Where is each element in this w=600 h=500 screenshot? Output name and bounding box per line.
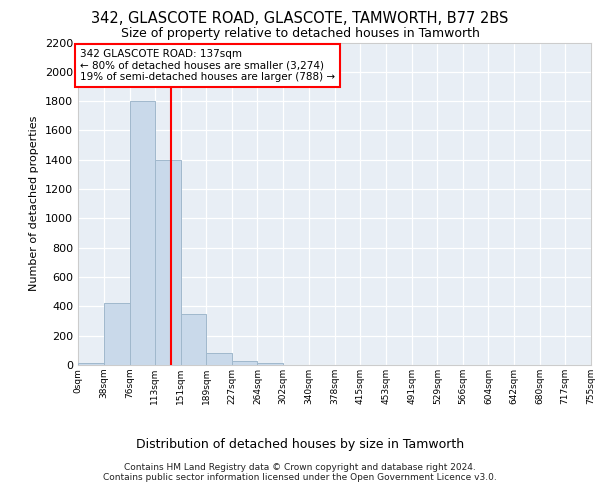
Bar xyxy=(78,363,104,365)
Y-axis label: Number of detached properties: Number of detached properties xyxy=(29,116,40,292)
Bar xyxy=(181,314,206,365)
Bar xyxy=(155,160,181,365)
Bar xyxy=(130,101,155,365)
Bar xyxy=(257,363,283,365)
Text: Contains HM Land Registry data © Crown copyright and database right 2024.: Contains HM Land Registry data © Crown c… xyxy=(124,462,476,471)
Bar xyxy=(206,354,232,365)
Text: Contains public sector information licensed under the Open Government Licence v3: Contains public sector information licen… xyxy=(103,473,497,482)
Text: 342 GLASCOTE ROAD: 137sqm
← 80% of detached houses are smaller (3,274)
19% of se: 342 GLASCOTE ROAD: 137sqm ← 80% of detac… xyxy=(80,49,335,82)
Bar xyxy=(104,304,130,365)
Bar xyxy=(232,360,257,365)
Text: 342, GLASCOTE ROAD, GLASCOTE, TAMWORTH, B77 2BS: 342, GLASCOTE ROAD, GLASCOTE, TAMWORTH, … xyxy=(91,11,509,26)
Text: Distribution of detached houses by size in Tamworth: Distribution of detached houses by size … xyxy=(136,438,464,451)
Text: Size of property relative to detached houses in Tamworth: Size of property relative to detached ho… xyxy=(121,28,479,40)
